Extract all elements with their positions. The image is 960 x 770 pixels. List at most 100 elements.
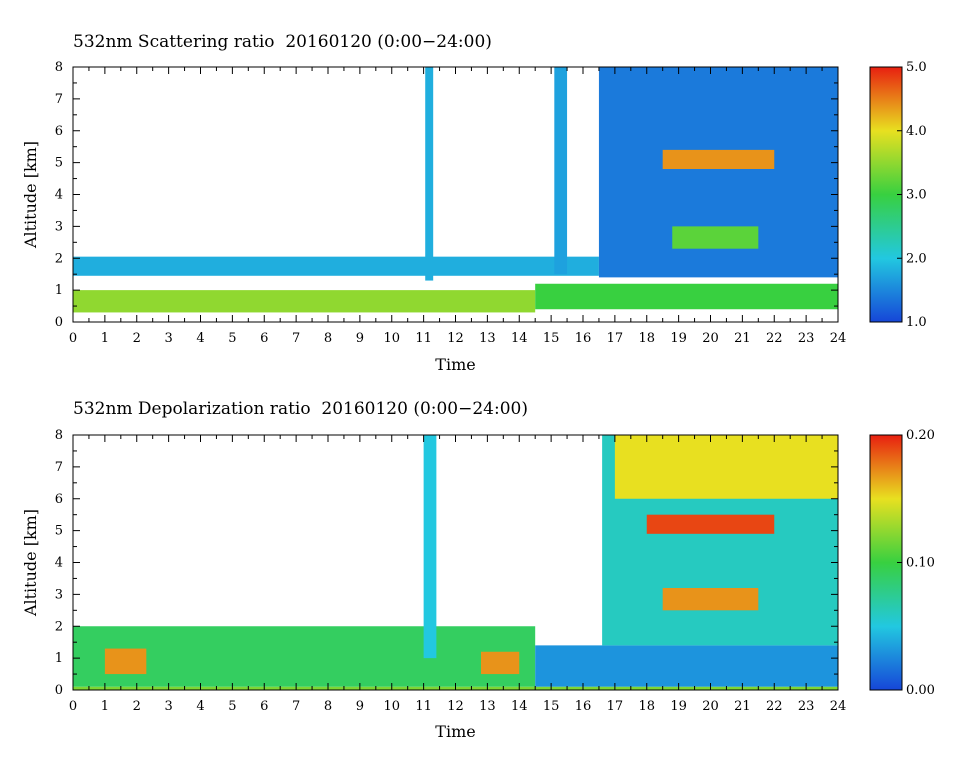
x-tick-label: 9 <box>356 331 364 346</box>
heatmap-feature <box>614 435 838 499</box>
y-tick-label: 7 <box>55 92 63 107</box>
scattering-ratio-chart: 0 1 2 3 4 5 6 7 8 9 10 11 12 13 14 15 16 17 18 19 20 21 22 23 24… <box>21 60 927 374</box>
colorbar-tick-label: 4.0 <box>906 124 927 139</box>
scattering-ratio-panel: 532nm Scattering ratio 20160120 (0:00−24… <box>21 32 927 374</box>
colorbar-tick-label: 1.0 <box>906 315 927 330</box>
x-tick-label: 21 <box>734 699 751 714</box>
x-tick-label: 4 <box>196 699 204 714</box>
heatmap-feature <box>554 67 568 275</box>
heatmap-feature <box>425 67 434 281</box>
colorbar-tick-label: 0.10 <box>906 556 935 571</box>
x-tick-label: 16 <box>575 699 592 714</box>
x-tick-label: 4 <box>196 331 204 346</box>
x-tick-label: 13 <box>479 331 496 346</box>
plot-area <box>73 67 838 322</box>
x-tick-label: 23 <box>798 699 815 714</box>
x-tick-label: 18 <box>638 331 655 346</box>
x-tick-label: 19 <box>670 331 687 346</box>
heatmap-feature <box>73 626 536 687</box>
y-tick-label: 1 <box>55 283 63 298</box>
x-tick-label: 16 <box>575 331 592 346</box>
colorbar-tick-label: 0.20 <box>906 428 935 443</box>
x-tick-label: 22 <box>766 699 783 714</box>
colorbar-tick-label: 5.0 <box>906 60 927 75</box>
y-tick-label: 2 <box>55 619 63 634</box>
x-tick-label: 14 <box>511 699 528 714</box>
x-tick-label: 12 <box>447 699 464 714</box>
chart-title: 532nm Scattering ratio 20160120 (0:00−24… <box>73 32 492 52</box>
x-tick-label: 10 <box>383 331 400 346</box>
x-tick-label: 20 <box>702 699 719 714</box>
x-tick-label: 3 <box>164 331 172 346</box>
colorbar-tick-label: 2.0 <box>906 251 927 266</box>
heatmap-feature <box>73 290 536 313</box>
y-tick-label: 6 <box>55 492 63 507</box>
x-tick-label: 17 <box>607 699 624 714</box>
heatmap-feature <box>73 256 599 276</box>
x-tick-label: 12 <box>447 331 464 346</box>
x-tick-label: 2 <box>133 331 141 346</box>
heatmap-feature <box>662 588 759 611</box>
y-tick-label: 3 <box>55 219 63 234</box>
x-tick-label: 8 <box>324 331 332 346</box>
y-tick-label: 3 <box>55 587 63 602</box>
heatmap-feature <box>423 435 437 659</box>
y-tick-label: 7 <box>55 460 63 475</box>
x-tick-label: 24 <box>830 331 847 346</box>
y-tick-label: 2 <box>55 251 63 266</box>
y-tick-label: 4 <box>55 188 63 203</box>
x-tick-label: 7 <box>292 699 300 714</box>
colorbar <box>869 66 903 323</box>
x-tick-label: 7 <box>292 331 300 346</box>
y-tick-label: 0 <box>55 315 63 330</box>
heatmap-feature <box>535 645 838 687</box>
y-tick-label: 8 <box>55 60 63 75</box>
colorbar-tick-label: 0.00 <box>906 683 935 698</box>
x-tick-label: 23 <box>798 331 815 346</box>
y-tick-label: 5 <box>55 156 63 171</box>
x-tick-label: 19 <box>670 699 687 714</box>
x-axis-title: Time <box>435 722 475 741</box>
x-tick-label: 8 <box>324 699 332 714</box>
y-axis-title: Altitude [km] <box>21 509 40 617</box>
x-axis-title: Time <box>435 355 475 374</box>
heatmap-feature <box>672 226 759 249</box>
x-tick-label: 18 <box>638 699 655 714</box>
x-tick-label: 6 <box>260 699 268 714</box>
y-axis-title: Altitude [km] <box>21 141 40 249</box>
x-tick-label: 10 <box>383 699 400 714</box>
x-tick-label: 14 <box>511 331 528 346</box>
x-tick-label: 21 <box>734 331 751 346</box>
heatmap-feature <box>646 514 775 534</box>
y-tick-label: 6 <box>55 124 63 139</box>
x-tick-label: 24 <box>830 699 847 714</box>
x-tick-label: 0 <box>69 699 77 714</box>
heatmap-feature <box>104 648 147 675</box>
plot-area <box>73 435 838 690</box>
y-tick-label: 1 <box>55 651 63 666</box>
heatmap-feature <box>481 651 520 675</box>
y-tick-label: 0 <box>55 683 63 698</box>
y-tick-label: 5 <box>55 524 63 539</box>
x-tick-label: 5 <box>228 331 236 346</box>
colorbar-tick-label: 3.0 <box>906 188 927 203</box>
x-tick-label: 1 <box>101 331 109 346</box>
heatmap-feature <box>535 283 838 310</box>
x-tick-label: 15 <box>543 699 560 714</box>
x-tick-label: 11 <box>415 699 432 714</box>
chart-title: 532nm Depolarization ratio 20160120 (0:0… <box>73 399 528 419</box>
y-tick-label: 8 <box>55 428 63 443</box>
heatmap-feature <box>662 149 775 169</box>
x-tick-label: 9 <box>356 699 364 714</box>
y-tick-label: 4 <box>55 556 63 571</box>
x-tick-label: 15 <box>543 331 560 346</box>
x-tick-label: 20 <box>702 331 719 346</box>
x-tick-label: 0 <box>69 331 77 346</box>
x-tick-label: 6 <box>260 331 268 346</box>
x-tick-label: 3 <box>164 699 172 714</box>
x-tick-label: 11 <box>415 331 432 346</box>
x-tick-label: 2 <box>133 699 141 714</box>
depolarization-ratio-chart: 0 1 2 3 4 5 6 7 8 9 10 11 12 13 14 15 16 17 18 19 20 21 22 23 24… <box>21 428 935 741</box>
x-tick-label: 13 <box>479 699 496 714</box>
x-tick-label: 5 <box>228 699 236 714</box>
